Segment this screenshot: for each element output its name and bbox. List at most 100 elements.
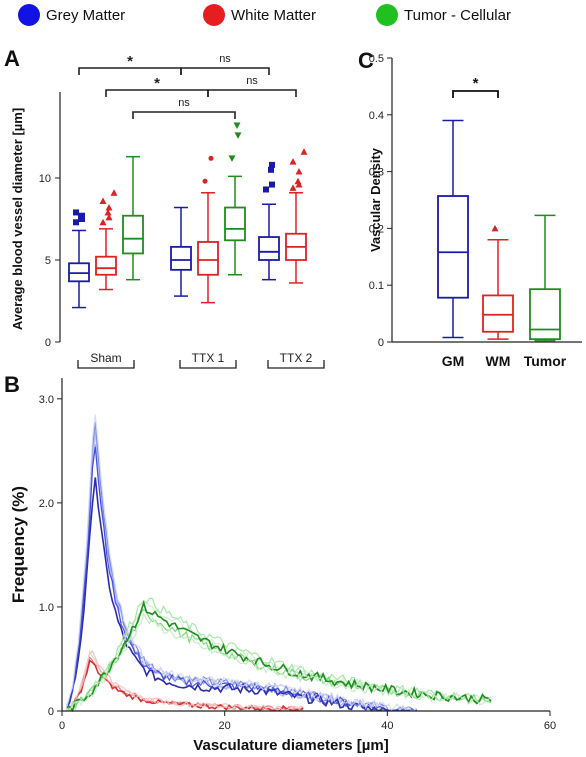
- significance-bracket: [180, 67, 270, 75]
- outlier-point: [73, 209, 79, 216]
- x-tick-label: 40: [381, 720, 393, 732]
- legend-label: Grey Matter: [46, 6, 126, 24]
- box-iqr: [529, 288, 561, 341]
- legend-swatch-grey-matter: [18, 4, 40, 26]
- box-sham-grey: [68, 209, 90, 309]
- box-iqr: [95, 255, 117, 276]
- series-line: [66, 477, 417, 712]
- legend: Grey Matter White Matter Tumor - Cellula…: [0, 2, 586, 28]
- series-line: [66, 446, 417, 712]
- group-bracket-line: [179, 360, 237, 369]
- box-ttx-1-grey: [170, 206, 192, 297]
- y-tick-label: 2.0: [39, 498, 54, 510]
- sig-gm-wm: *: [452, 75, 499, 98]
- significance-bracket: [132, 111, 236, 119]
- series-line: [66, 427, 417, 712]
- group-label: TTX 1: [192, 351, 225, 365]
- outlier-point: [228, 155, 236, 162]
- legend-label: Tumor - Cellular: [404, 6, 511, 24]
- box-sham-tumor: [122, 155, 144, 281]
- panel-letter: B: [4, 372, 20, 397]
- box-iqr: [197, 241, 219, 276]
- y-tick-label: 0: [378, 337, 384, 349]
- group-bracket-line: [267, 360, 325, 369]
- box-ttx-2-white: [285, 148, 308, 284]
- x-tick-label: Tumor: [524, 353, 567, 369]
- outlier-point: [294, 177, 302, 185]
- outlier-point: [104, 208, 112, 216]
- outlier-point: [110, 189, 118, 196]
- outlier-point: [233, 122, 241, 130]
- outlier-point: [99, 218, 107, 226]
- significance-label: *: [127, 53, 133, 70]
- series-line: [66, 444, 417, 712]
- x-axis-label: Vasculature diameters [µm]: [193, 737, 388, 754]
- outlier-point: [73, 219, 79, 226]
- series-line: [66, 612, 492, 711]
- significance-label: ns: [178, 97, 190, 109]
- series-line: [66, 414, 418, 712]
- outlier-point: [234, 132, 242, 139]
- box-iqr: [170, 245, 192, 271]
- significance-label: *: [473, 75, 479, 92]
- outlier-point: [295, 181, 303, 188]
- sig-ttx1-ttx2-wm: ns: [207, 75, 297, 97]
- significance-label: ns: [246, 75, 258, 87]
- box-ttx-2-grey: [258, 161, 280, 281]
- outlier-point: [105, 213, 113, 221]
- outlier-point: [202, 178, 208, 184]
- outlier-point: [295, 167, 303, 175]
- box-ttx-1-tumor: [224, 122, 246, 276]
- x-tick-label: 60: [544, 720, 556, 732]
- panel-letter: A: [4, 46, 20, 71]
- box-iqr: [437, 195, 469, 299]
- y-tick-label: 0.3: [369, 167, 384, 179]
- y-tick-label: 0.5: [369, 53, 384, 65]
- legend-label: White Matter: [231, 6, 317, 24]
- legend-item-white-matter: White Matter: [203, 2, 316, 28]
- series-grey: [66, 414, 418, 712]
- box-sham-white: [95, 189, 118, 291]
- box-wm: [482, 224, 514, 340]
- significance-bracket: [452, 90, 499, 98]
- group-bracket: TTX 2: [267, 351, 325, 369]
- outlier-point: [289, 184, 297, 191]
- y-tick-label: 0.4: [369, 110, 384, 122]
- y-tick-label: 0.2: [369, 223, 384, 235]
- box-iqr: [122, 214, 144, 255]
- x-tick-label: 0: [59, 720, 65, 732]
- y-axis-label: Frequency (%): [9, 486, 28, 603]
- significance-bracket: [207, 89, 297, 97]
- box-iqr: [224, 206, 246, 242]
- series-line: [66, 431, 417, 712]
- box-iqr: [258, 236, 280, 261]
- group-bracket: TTX 1: [179, 351, 237, 369]
- panel-c: C 0 0.1 0.2 0.3 0.4 0.5 Vascular Density GM WM Tum…: [358, 48, 582, 369]
- series-line: [66, 597, 491, 712]
- x-tick-label: 20: [219, 720, 231, 732]
- y-tick-label: 0.1: [369, 280, 384, 292]
- legend-swatch-tumor: [376, 4, 398, 26]
- x-tick-label: WM: [486, 353, 511, 369]
- outlier-point: [268, 166, 274, 173]
- outlier-point: [99, 197, 107, 204]
- outlier-point: [269, 181, 275, 188]
- y-tick-label: 5: [45, 255, 51, 267]
- x-tick-label: GM: [442, 353, 465, 369]
- series-line: [66, 600, 492, 713]
- box-gm: [437, 119, 469, 339]
- y-axis-label: Average blood vessel diameter [µm]: [10, 108, 25, 330]
- y-tick-label: 0: [48, 706, 54, 718]
- outlier-point: [300, 148, 308, 155]
- outlier-point: [491, 224, 499, 232]
- series-line: [66, 421, 417, 712]
- box-iqr: [482, 294, 514, 333]
- legend-swatch-white-matter: [203, 4, 225, 26]
- sig-sham-ttx1-tumor: ns: [132, 97, 236, 119]
- y-tick-label: 1.0: [39, 602, 54, 614]
- box-ttx-1-white: [197, 155, 219, 304]
- outlier-point: [208, 155, 214, 161]
- panel-b: B 0 1.0 2.0 3.0 0 20 40 60 Vasculature diameters …: [4, 372, 556, 754]
- series-line: [66, 650, 304, 712]
